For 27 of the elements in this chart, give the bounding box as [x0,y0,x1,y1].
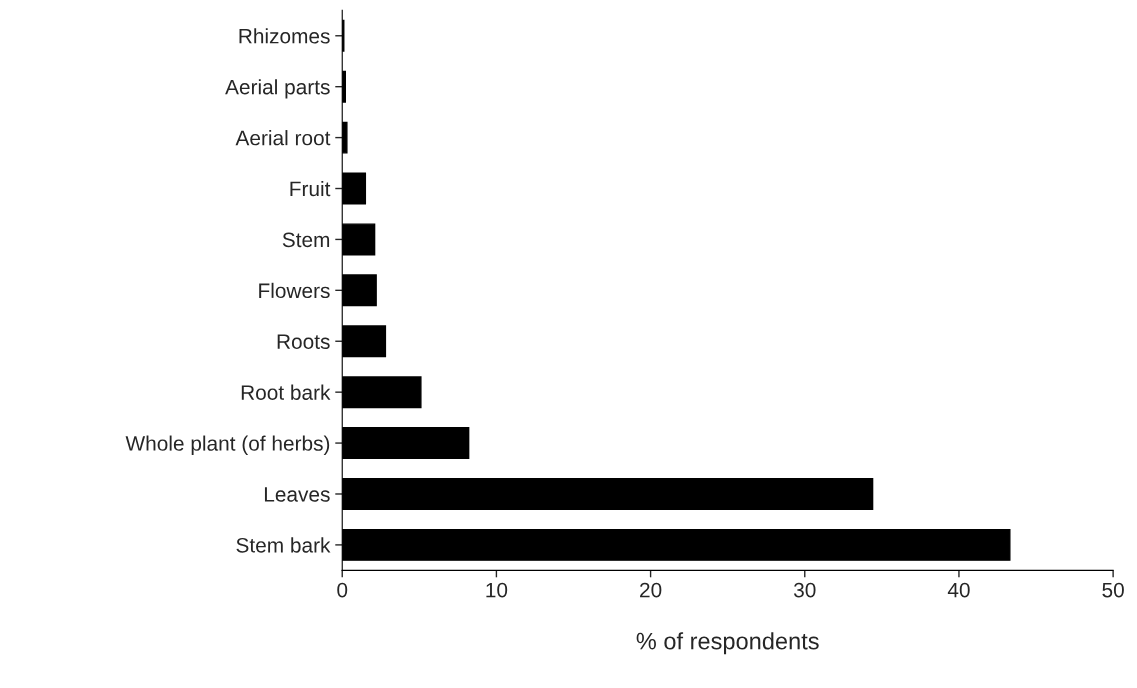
y-tick-label: Whole plant (of herbs) [125,435,330,455]
x-tick-label: 20 [640,582,662,598]
bar [342,172,367,205]
y-tick-label: Stem bark [236,537,331,553]
y-tick-label: Stem [282,232,330,248]
y-tick-label: Aerial parts [225,79,330,99]
y-tick-label: Flowers [259,282,330,299]
bar [342,223,376,256]
bar [342,325,387,358]
y-tick-label: Fruit [290,180,331,197]
bar [342,528,1011,561]
bar [342,121,348,154]
x-tick-label: 40 [947,582,970,598]
x-tick-label: 50 [1102,582,1124,598]
y-tick-label: Rhizomes [239,28,330,44]
y-tick-label: Aerial root [235,130,331,146]
bar [342,376,422,409]
x-tick-label: 0 [337,582,348,598]
x-tick-label: 10 [486,582,508,598]
y-tick-label: Roots [277,334,330,349]
bar [342,274,377,307]
bar [342,478,874,510]
x-axis-title: % of respondents [636,632,819,655]
x-tick-label: 30 [793,582,816,598]
y-tick-label: Leaves [264,487,330,502]
y-tick-label: Root bark [241,384,331,400]
bar [342,427,470,460]
